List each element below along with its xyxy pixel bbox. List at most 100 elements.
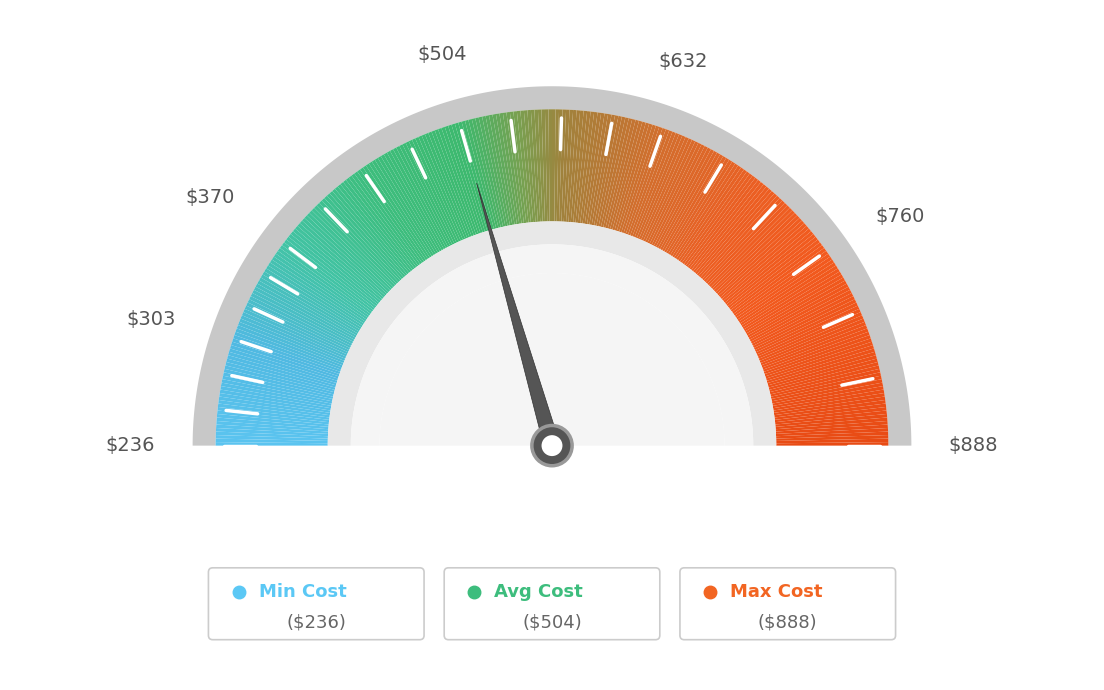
Polygon shape: [496, 113, 517, 224]
Polygon shape: [608, 120, 639, 229]
Polygon shape: [755, 302, 858, 353]
Polygon shape: [230, 345, 338, 381]
FancyBboxPatch shape: [444, 568, 660, 640]
Polygon shape: [351, 244, 753, 446]
Polygon shape: [222, 379, 332, 404]
Text: $760: $760: [875, 206, 925, 226]
Polygon shape: [408, 140, 458, 243]
Polygon shape: [594, 115, 618, 226]
Polygon shape: [580, 112, 597, 224]
Polygon shape: [683, 173, 753, 266]
Polygon shape: [549, 109, 552, 221]
Polygon shape: [229, 348, 338, 383]
Polygon shape: [740, 262, 836, 326]
Polygon shape: [321, 198, 401, 282]
Polygon shape: [452, 124, 487, 232]
Polygon shape: [556, 109, 563, 221]
Polygon shape: [665, 155, 723, 253]
Polygon shape: [219, 400, 330, 417]
Polygon shape: [229, 352, 337, 385]
Polygon shape: [752, 293, 853, 346]
Polygon shape: [771, 372, 881, 399]
Text: $632: $632: [659, 52, 708, 71]
Polygon shape: [311, 208, 393, 288]
Polygon shape: [465, 120, 496, 229]
Polygon shape: [325, 196, 402, 281]
Polygon shape: [216, 414, 329, 427]
Polygon shape: [714, 213, 797, 292]
Polygon shape: [754, 299, 857, 350]
Polygon shape: [732, 245, 824, 314]
Polygon shape: [731, 242, 822, 312]
Polygon shape: [372, 160, 434, 256]
Polygon shape: [723, 228, 811, 303]
Polygon shape: [776, 435, 889, 441]
Polygon shape: [234, 332, 341, 372]
Polygon shape: [224, 369, 333, 397]
Polygon shape: [349, 175, 418, 267]
Polygon shape: [624, 127, 662, 234]
Polygon shape: [221, 382, 331, 406]
Polygon shape: [330, 191, 405, 277]
Polygon shape: [682, 171, 750, 264]
Polygon shape: [611, 121, 643, 230]
Polygon shape: [346, 178, 416, 268]
Polygon shape: [776, 439, 889, 443]
Polygon shape: [226, 359, 336, 390]
Polygon shape: [773, 390, 884, 411]
Polygon shape: [255, 284, 355, 339]
Polygon shape: [590, 114, 612, 225]
Polygon shape: [475, 117, 503, 227]
Polygon shape: [221, 386, 331, 408]
Polygon shape: [492, 114, 514, 225]
Polygon shape: [773, 382, 883, 406]
Polygon shape: [772, 375, 882, 402]
Polygon shape: [461, 121, 493, 230]
Polygon shape: [232, 338, 339, 376]
Polygon shape: [635, 133, 679, 238]
Polygon shape: [259, 277, 358, 335]
Polygon shape: [222, 375, 332, 402]
Polygon shape: [380, 273, 724, 446]
Polygon shape: [468, 119, 499, 228]
Polygon shape: [219, 397, 330, 415]
Polygon shape: [735, 250, 828, 317]
Polygon shape: [251, 293, 352, 346]
Polygon shape: [775, 407, 887, 422]
Polygon shape: [750, 286, 850, 342]
Polygon shape: [676, 166, 741, 260]
Polygon shape: [284, 239, 374, 310]
Polygon shape: [709, 206, 789, 287]
Polygon shape: [216, 421, 328, 431]
Polygon shape: [644, 138, 692, 241]
Polygon shape: [775, 414, 888, 427]
Polygon shape: [315, 206, 395, 287]
Polygon shape: [254, 286, 354, 342]
Polygon shape: [592, 115, 615, 226]
Polygon shape: [365, 164, 429, 259]
FancyBboxPatch shape: [209, 568, 424, 640]
Polygon shape: [428, 132, 471, 237]
Polygon shape: [354, 171, 422, 264]
Polygon shape: [489, 115, 512, 226]
Polygon shape: [622, 126, 659, 233]
Polygon shape: [215, 439, 328, 443]
Circle shape: [532, 426, 572, 466]
Polygon shape: [253, 290, 353, 344]
Text: ($888): ($888): [758, 613, 818, 632]
Polygon shape: [615, 123, 649, 231]
Polygon shape: [712, 210, 795, 290]
Polygon shape: [351, 173, 421, 266]
Polygon shape: [317, 203, 396, 286]
Polygon shape: [386, 151, 444, 250]
Polygon shape: [668, 158, 730, 255]
Polygon shape: [670, 160, 732, 256]
Polygon shape: [719, 221, 805, 297]
Polygon shape: [767, 352, 875, 385]
Polygon shape: [215, 442, 328, 446]
Polygon shape: [745, 275, 843, 333]
Polygon shape: [688, 178, 758, 268]
Polygon shape: [263, 271, 360, 331]
Polygon shape: [619, 125, 656, 233]
Polygon shape: [694, 186, 769, 275]
